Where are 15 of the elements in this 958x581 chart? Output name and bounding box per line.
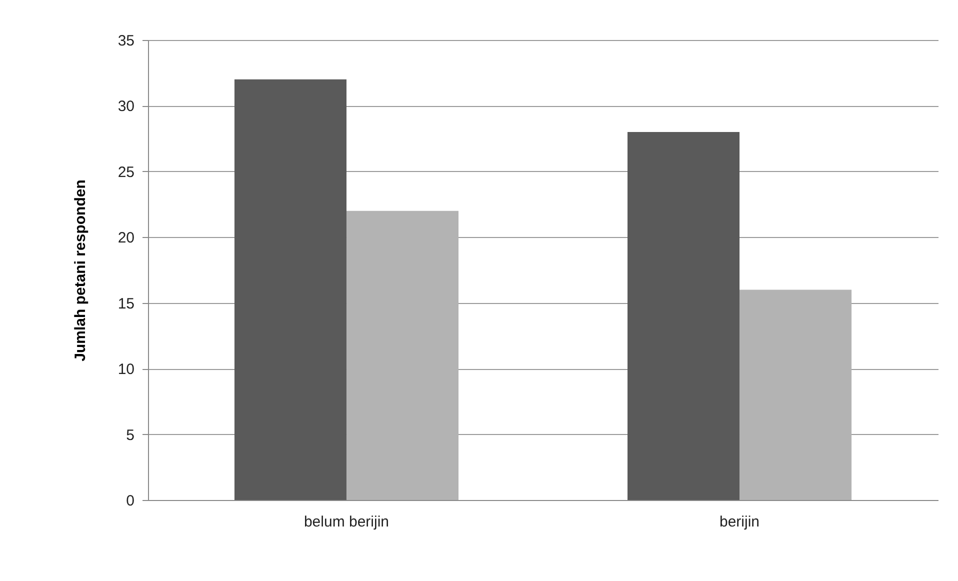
y-tick-label: 5 (126, 426, 134, 444)
bar (346, 210, 458, 500)
x-tick-label: berijin (720, 514, 760, 530)
y-tick-label: 30 (118, 98, 134, 116)
y-tick-label: 0 (126, 492, 134, 510)
bar (628, 132, 740, 500)
y-tick-label: 15 (118, 295, 134, 312)
y-tick-label: 20 (118, 230, 134, 247)
y-axis-title: Jumlah petani responden (72, 180, 89, 362)
y-tick-label: 35 (118, 32, 134, 50)
y-tick-label: 25 (118, 164, 134, 181)
bar (234, 79, 346, 500)
y-tick-label: 10 (118, 361, 134, 378)
bar (740, 290, 852, 500)
x-tick-label: belum berijin (304, 514, 390, 530)
